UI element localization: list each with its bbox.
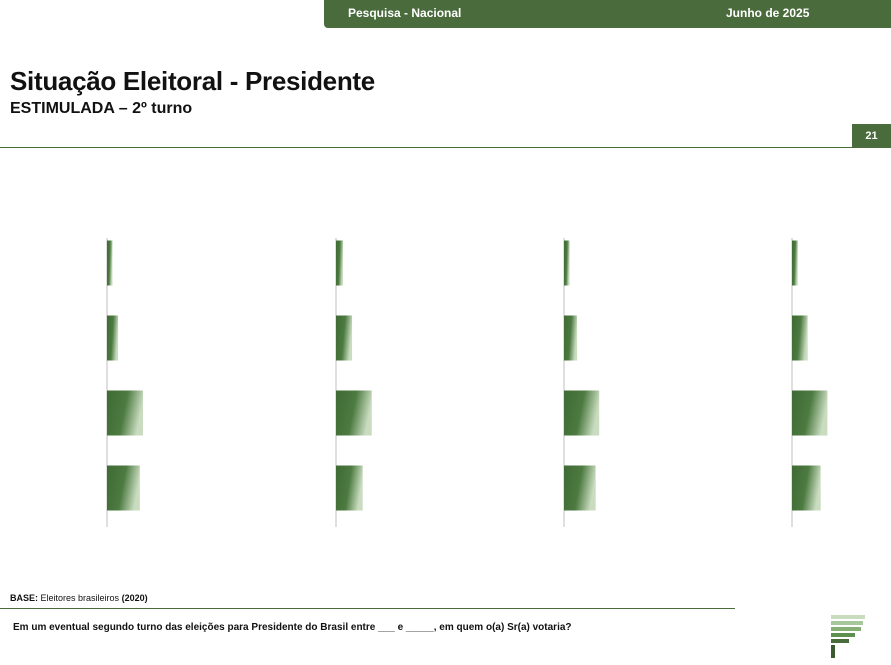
header-divider bbox=[0, 147, 852, 148]
charts-area bbox=[106, 238, 828, 527]
bar bbox=[792, 390, 828, 436]
bar bbox=[792, 240, 798, 286]
bar bbox=[107, 240, 113, 286]
bar bbox=[107, 315, 119, 361]
bar bbox=[564, 390, 600, 436]
footer-divider bbox=[0, 608, 735, 609]
chart-2 bbox=[335, 238, 372, 527]
bar bbox=[336, 390, 372, 436]
page-title: Situação Eleitoral - Presidente bbox=[10, 66, 375, 96]
bar bbox=[564, 240, 570, 286]
page-number: 21 bbox=[852, 124, 891, 148]
survey-question: Em um eventual segundo turno das eleiçõe… bbox=[13, 622, 572, 633]
survey-name: Pesquisa - Nacional bbox=[348, 6, 462, 20]
bar bbox=[564, 315, 578, 361]
base-count: (2020) bbox=[121, 593, 148, 603]
bar bbox=[564, 465, 596, 511]
bar bbox=[336, 240, 344, 286]
chart-3 bbox=[563, 238, 600, 527]
bar bbox=[792, 465, 821, 511]
bar bbox=[336, 465, 363, 511]
brand-logo-icon bbox=[831, 615, 865, 658]
base-text: Eleitores brasileiros bbox=[40, 593, 120, 603]
bar bbox=[107, 465, 140, 511]
chart-4 bbox=[791, 238, 828, 527]
bar bbox=[336, 315, 353, 361]
chart-1 bbox=[106, 238, 143, 527]
bar bbox=[792, 315, 808, 361]
header-bar: Pesquisa - Nacional Junho de 2025 bbox=[324, 0, 891, 28]
page-subtitle: ESTIMULADA – 2º turno bbox=[10, 100, 193, 117]
survey-date: Junho de 2025 bbox=[726, 6, 810, 20]
base-label: BASE: bbox=[10, 593, 39, 603]
bar bbox=[107, 390, 143, 436]
base-note: BASE: Eleitores brasileiros (2020) bbox=[10, 593, 148, 603]
